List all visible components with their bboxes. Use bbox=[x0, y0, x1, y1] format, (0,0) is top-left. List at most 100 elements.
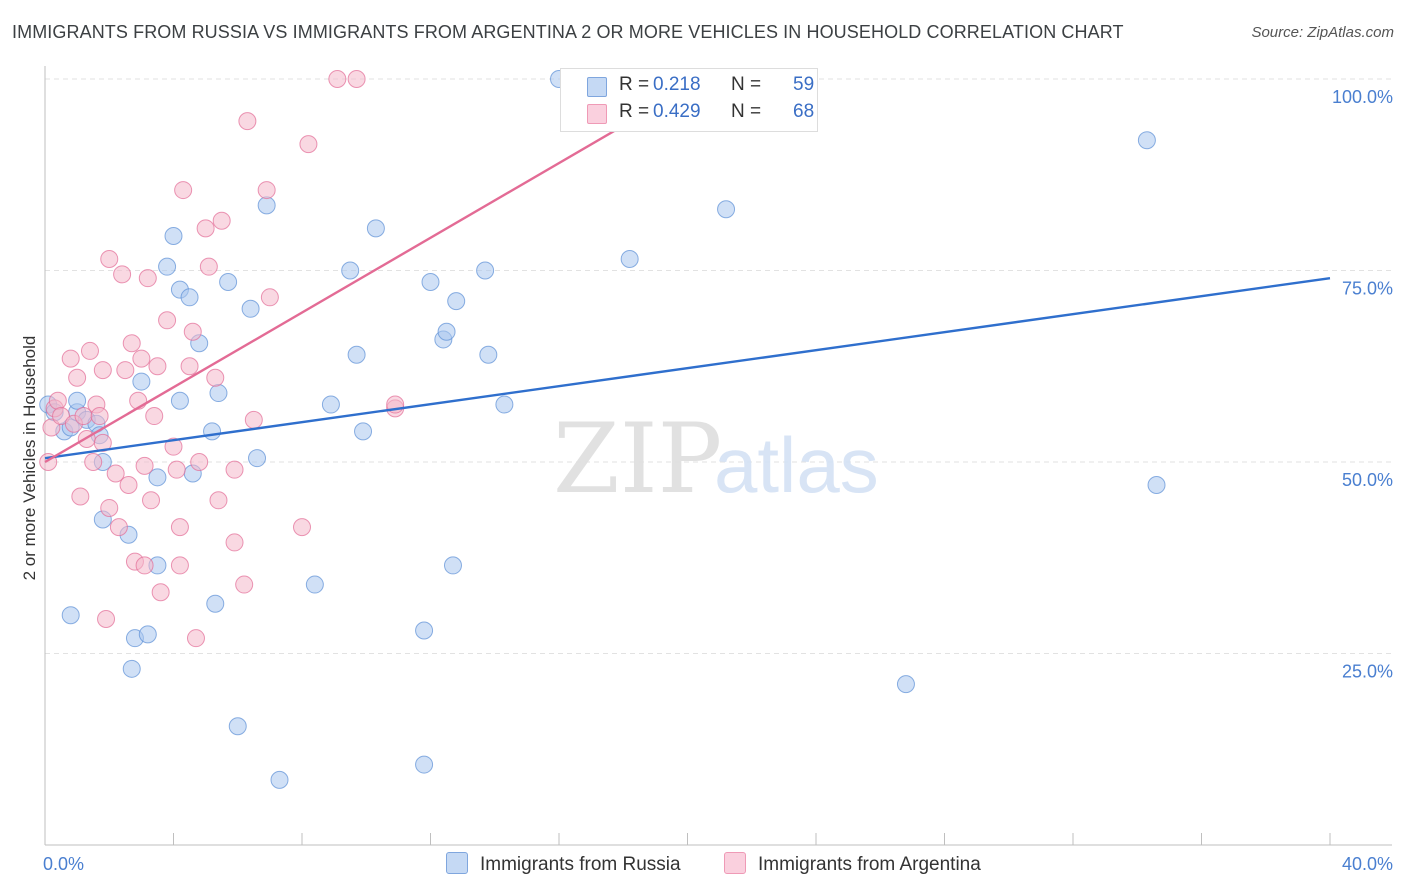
russia-point bbox=[305, 575, 324, 594]
argentina-point bbox=[135, 556, 154, 575]
argentina-point bbox=[167, 460, 186, 479]
argentina-point bbox=[106, 464, 125, 483]
legend-r-value-russia: 0.218 bbox=[653, 74, 701, 95]
argentina-point bbox=[151, 583, 170, 602]
argentina-point bbox=[71, 487, 90, 506]
russia-point bbox=[421, 272, 440, 291]
russia-point bbox=[366, 219, 385, 238]
russia-point bbox=[443, 556, 462, 575]
argentina-point bbox=[93, 361, 112, 380]
argentina-point bbox=[196, 219, 215, 238]
argentina-point bbox=[170, 556, 189, 575]
russia-point bbox=[717, 200, 736, 219]
russia-point bbox=[270, 770, 289, 789]
legend-n-label: N = bbox=[731, 74, 762, 95]
russia-point bbox=[1147, 475, 1166, 494]
legend-swatch-russia bbox=[587, 77, 607, 97]
russia-point bbox=[341, 261, 360, 280]
series-argentina-points bbox=[39, 70, 405, 648]
y-tick-label: 25.0% bbox=[1342, 662, 1393, 682]
trend-line-argentina bbox=[44, 77, 705, 464]
legend-n-label: N = bbox=[731, 101, 762, 122]
argentina-point bbox=[235, 575, 254, 594]
argentina-point bbox=[299, 135, 318, 154]
x-tick-label-max: 40.0% bbox=[1342, 854, 1393, 874]
grid-lines bbox=[45, 78, 1392, 654]
watermark-zip: ZIP bbox=[553, 403, 722, 515]
argentina-point bbox=[148, 357, 167, 376]
russia-point bbox=[896, 675, 915, 694]
russia-point bbox=[203, 422, 222, 441]
russia-point bbox=[180, 288, 199, 307]
argentina-point bbox=[199, 257, 218, 276]
russia-point bbox=[354, 422, 373, 441]
russia-point bbox=[620, 250, 639, 269]
russia-point bbox=[241, 299, 260, 318]
argentina-point bbox=[180, 357, 199, 376]
russia-point bbox=[206, 594, 225, 613]
russia-point bbox=[122, 659, 141, 678]
russia-point bbox=[68, 391, 87, 410]
argentina-point bbox=[142, 491, 161, 510]
argentina-point bbox=[48, 391, 67, 410]
y-tick-label: 50.0% bbox=[1342, 470, 1393, 490]
argentina-point bbox=[190, 453, 209, 471]
bottom-legend-swatch-russia bbox=[446, 852, 468, 874]
legend-r-label: R = bbox=[619, 101, 650, 122]
russia-point bbox=[138, 625, 157, 644]
argentina-point bbox=[42, 418, 61, 437]
argentina-point bbox=[90, 407, 109, 426]
trend-line-russia bbox=[44, 276, 1331, 460]
bottom-legend-swatch-argentina bbox=[724, 852, 746, 874]
russia-point bbox=[164, 227, 183, 246]
legend-swatch-argentina bbox=[587, 104, 607, 124]
argentina-point bbox=[186, 629, 205, 648]
argentina-point bbox=[347, 70, 366, 88]
argentina-point bbox=[293, 518, 311, 537]
legend-n-value-argentina: 68 bbox=[793, 101, 815, 122]
argentina-point bbox=[119, 475, 138, 494]
argentina-point bbox=[132, 349, 151, 368]
russia-point bbox=[415, 621, 434, 640]
russia-point bbox=[447, 292, 466, 311]
legend-n-value-russia: 59 bbox=[793, 74, 815, 95]
watermark: ZIP atlas bbox=[553, 403, 879, 515]
argentina-point bbox=[225, 460, 244, 479]
argentina-point bbox=[209, 491, 228, 510]
argentina-point bbox=[174, 181, 193, 200]
argentina-point bbox=[116, 361, 135, 380]
chart-title: IMMIGRANTS FROM RUSSIA VS IMMIGRANTS FRO… bbox=[12, 22, 1124, 42]
x-tick-label-min: 0.0% bbox=[43, 854, 84, 874]
argentina-point bbox=[328, 70, 347, 88]
argentina-point bbox=[183, 322, 202, 341]
argentina-point bbox=[80, 341, 99, 360]
y-tick-label: 100.0% bbox=[1332, 87, 1393, 107]
argentina-point bbox=[212, 211, 231, 230]
russia-point bbox=[415, 755, 434, 774]
bottom-legend-russia: Immigrants from Russia bbox=[446, 852, 681, 876]
argentina-point bbox=[164, 437, 183, 456]
argentina-point bbox=[68, 368, 87, 387]
russia-point bbox=[347, 345, 366, 364]
russia-point bbox=[219, 272, 238, 291]
trend-lines bbox=[44, 77, 1331, 464]
argentina-point bbox=[170, 518, 189, 537]
argentina-point bbox=[97, 610, 116, 629]
argentina-point bbox=[260, 288, 279, 307]
russia-point bbox=[158, 257, 177, 276]
argentina-point bbox=[100, 250, 119, 269]
y-axis-label: 2 or more Vehicles in Household bbox=[20, 336, 39, 581]
y-tick-label: 75.0% bbox=[1342, 279, 1393, 299]
russia-point bbox=[479, 345, 498, 364]
watermark-atlas: atlas bbox=[714, 421, 879, 509]
russia-point bbox=[228, 717, 247, 736]
russia-point bbox=[132, 372, 151, 391]
tick-labels: 25.0% 50.0% 75.0% 100.0% 0.0% 40.0% bbox=[43, 87, 1393, 874]
argentina-point bbox=[238, 112, 257, 131]
legend-r-value-argentina: 0.429 bbox=[653, 101, 701, 122]
bottom-legend-label-russia: Immigrants from Russia bbox=[480, 854, 681, 875]
argentina-point bbox=[84, 453, 103, 471]
russia-point bbox=[437, 322, 456, 341]
russia-point bbox=[1137, 131, 1156, 150]
